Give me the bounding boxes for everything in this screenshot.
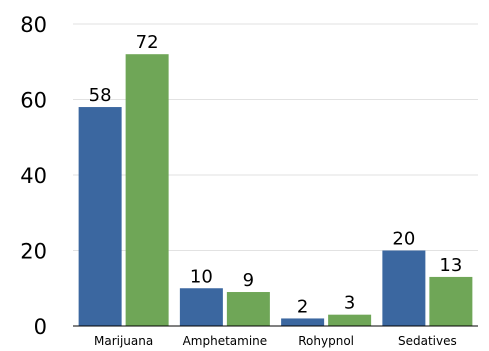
data-label: 13 bbox=[439, 255, 462, 276]
data-label: 9 bbox=[243, 270, 254, 291]
bar bbox=[125, 54, 169, 326]
y-tick-label: 0 bbox=[34, 315, 47, 339]
data-label: 3 bbox=[344, 293, 355, 314]
data-label: 72 bbox=[136, 32, 159, 53]
x-tick-label: Rohypnol bbox=[298, 334, 354, 348]
data-labels: 58 72 10 9 2 3 20 13 bbox=[89, 32, 463, 317]
bar bbox=[328, 314, 372, 326]
data-label: 20 bbox=[392, 229, 415, 250]
data-label: 10 bbox=[190, 266, 213, 287]
y-tick-label: 40 bbox=[20, 164, 47, 188]
x-tick-label: Marijuana bbox=[94, 334, 153, 348]
bars bbox=[78, 54, 473, 326]
y-tick-label: 60 bbox=[20, 89, 47, 113]
x-axis-ticks: Marijuana Amphetamine Rohypnol Sedatives bbox=[94, 334, 457, 348]
bar bbox=[226, 292, 270, 326]
bar bbox=[179, 288, 223, 326]
bar bbox=[382, 250, 426, 326]
y-axis-ticks: 0 20 40 60 80 bbox=[20, 13, 47, 339]
x-tick-label: Amphetamine bbox=[183, 334, 268, 348]
bar bbox=[78, 107, 122, 326]
data-label: 58 bbox=[89, 85, 112, 106]
bar bbox=[429, 276, 473, 326]
data-label: 2 bbox=[297, 296, 308, 317]
y-tick-label: 20 bbox=[20, 240, 47, 264]
bar bbox=[281, 318, 325, 326]
y-tick-label: 80 bbox=[20, 13, 47, 37]
x-tick-label: Sedatives bbox=[398, 334, 457, 348]
